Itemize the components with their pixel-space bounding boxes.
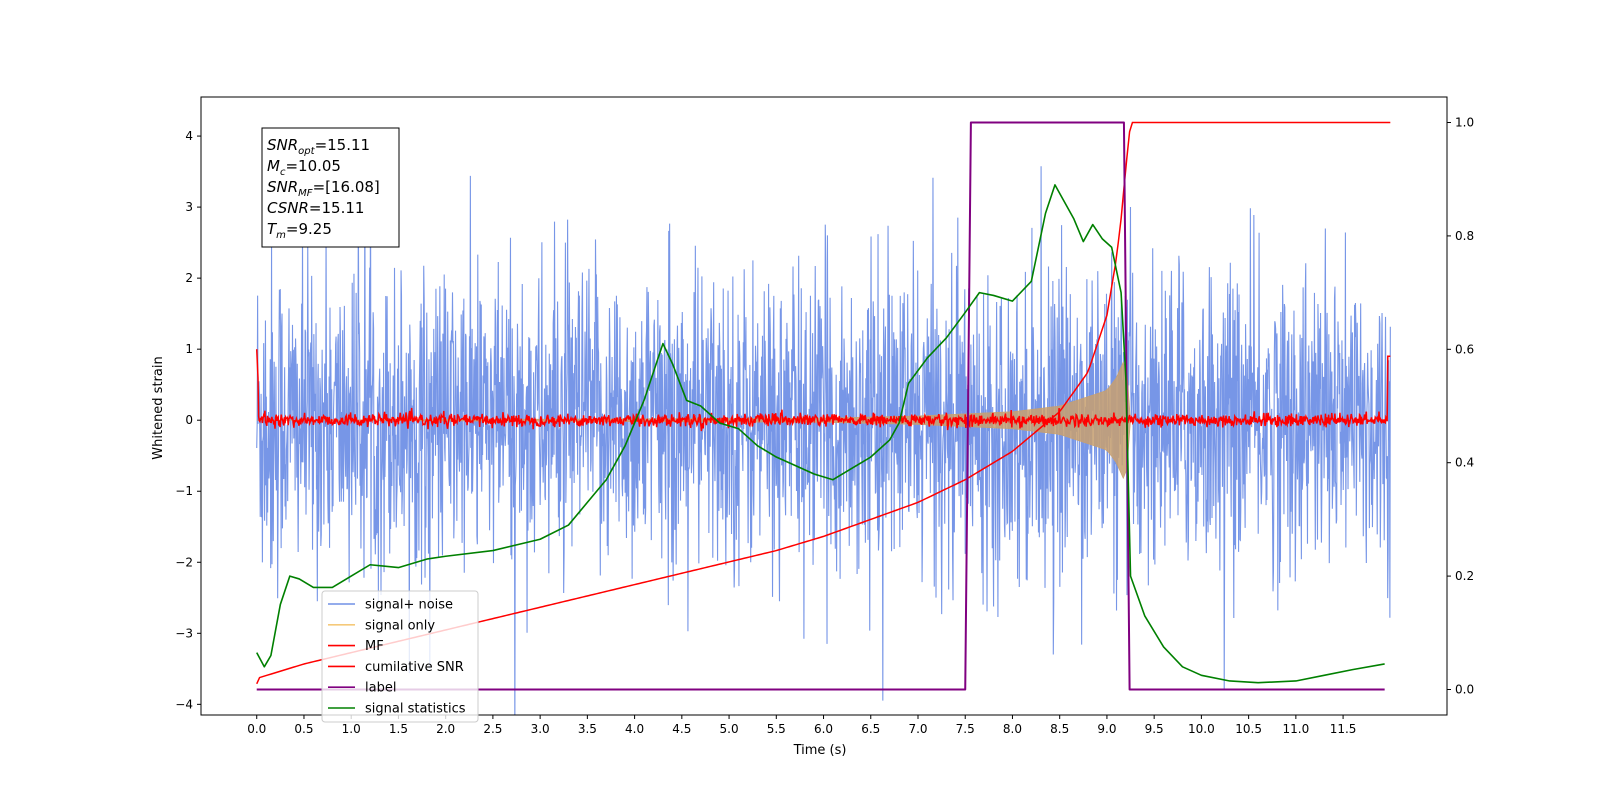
- x-tick-label: 5.5: [767, 722, 786, 736]
- x-tick-label: 0.5: [294, 722, 313, 736]
- legend-frame: [321, 590, 479, 723]
- legend-label: MF: [365, 639, 384, 654]
- annotation-frame: [261, 127, 400, 248]
- legend-label: signal only: [365, 618, 435, 633]
- x-tick-label: 7.5: [956, 722, 975, 736]
- y2-tick-label: 1.0: [1455, 116, 1474, 130]
- annotation-line: Mc=10.05: [267, 157, 341, 178]
- x-tick-label: 3.5: [578, 722, 597, 736]
- x-tick-label: 2.5: [483, 722, 502, 736]
- y-tick-label: −4: [175, 697, 193, 711]
- y-tick-label: −1: [175, 484, 193, 498]
- legend-label: label: [365, 681, 396, 696]
- x-tick-label: 1.5: [389, 722, 408, 736]
- x-tick-label: 6.0: [814, 722, 833, 736]
- y-tick-label: 2: [185, 271, 193, 285]
- x-tick-label: 9.0: [1097, 722, 1116, 736]
- y2-tick-label: 0.4: [1455, 456, 1474, 470]
- x-tick-label: 2.0: [436, 722, 455, 736]
- legend-label: cumilative SNR: [365, 660, 464, 675]
- x-tick-label: 8.5: [1050, 722, 1069, 736]
- annotation-box: SNRopt=15.11Mc=10.05SNRMF=[16.08]CSNR=15…: [261, 127, 400, 248]
- annotation-line: SNRMF=[16.08]: [267, 178, 380, 199]
- y-tick-label: 0: [185, 413, 193, 427]
- y2-tick-label: 0.0: [1455, 682, 1474, 696]
- x-tick-label: 9.5: [1145, 722, 1164, 736]
- x-tick-label: 0.0: [247, 722, 266, 736]
- y-tick-label: 3: [185, 200, 193, 214]
- annotation-line: CSNR=15.11: [267, 199, 364, 217]
- x-axis-label: Time (s): [793, 743, 847, 758]
- legend: signal+ noise signal only MF cumilative SNR…: [321, 590, 479, 723]
- plot-area: [255, 121, 1391, 715]
- y-tick-label: −3: [175, 626, 193, 640]
- x-tick-label: 5.0: [720, 722, 739, 736]
- y-axis-label: Whitened strain: [151, 356, 166, 459]
- series-mf: [255, 349, 1391, 432]
- y-tick-label: −2: [175, 555, 193, 569]
- x-tick-label: 6.5: [861, 722, 880, 736]
- x-tick-label: 8.0: [1003, 722, 1022, 736]
- y2-tick-label: 0.2: [1455, 569, 1474, 583]
- x-tick-label: 1.0: [342, 722, 361, 736]
- y2-tick-label: 0.6: [1455, 342, 1474, 356]
- y2-tick-label: 0.8: [1455, 229, 1474, 243]
- legend-label: signal statistics: [365, 702, 466, 717]
- x-tick-label: 4.5: [672, 722, 691, 736]
- axes: 0.0 0.5 1.0 1.5 2.0 2.5 3.0 3.5 4.0 4.5 5.0 5.5 6.0 6…: [175, 96, 1474, 736]
- x-tick-label: 11.5: [1330, 722, 1357, 736]
- series-signal-noise: [256, 136, 1391, 715]
- legend-label: signal+ noise: [365, 598, 453, 613]
- y-tick-label: 4: [185, 129, 193, 143]
- x-tick-label: 4.0: [625, 722, 644, 736]
- x-tick-label: 10.0: [1188, 722, 1215, 736]
- x-tick-label: 10.5: [1235, 722, 1262, 736]
- series-label: [256, 121, 1385, 691]
- series-signal-statistics: [256, 184, 1385, 684]
- x-tick-label: 7.0: [908, 722, 927, 736]
- x-tick-label: 3.0: [531, 722, 550, 736]
- annotation-line: Tm=9.25: [267, 220, 332, 241]
- annotation-line: SNRopt=15.11: [267, 136, 370, 157]
- x-tick-label: 11.0: [1282, 722, 1309, 736]
- y-tick-label: 1: [185, 342, 193, 356]
